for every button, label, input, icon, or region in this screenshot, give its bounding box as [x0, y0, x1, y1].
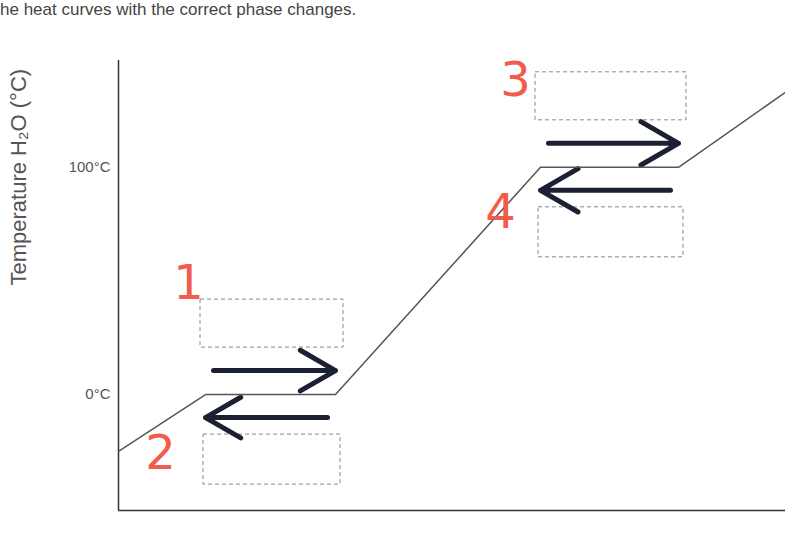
- svg-text:Temperature H₂O (°C): Temperature H₂O (°C): [6, 69, 31, 286]
- svg-text:0°C: 0°C: [85, 385, 110, 402]
- svg-text:3: 3: [500, 51, 531, 107]
- svg-text:2: 2: [145, 424, 176, 480]
- html-text:he heat curves with the correc: he heat curves with the correct phase ch…: [0, 0, 357, 19]
- svg-text:1: 1: [173, 254, 204, 310]
- svg-text:100°C: 100°C: [69, 158, 111, 175]
- svg-text:4: 4: [485, 183, 516, 239]
